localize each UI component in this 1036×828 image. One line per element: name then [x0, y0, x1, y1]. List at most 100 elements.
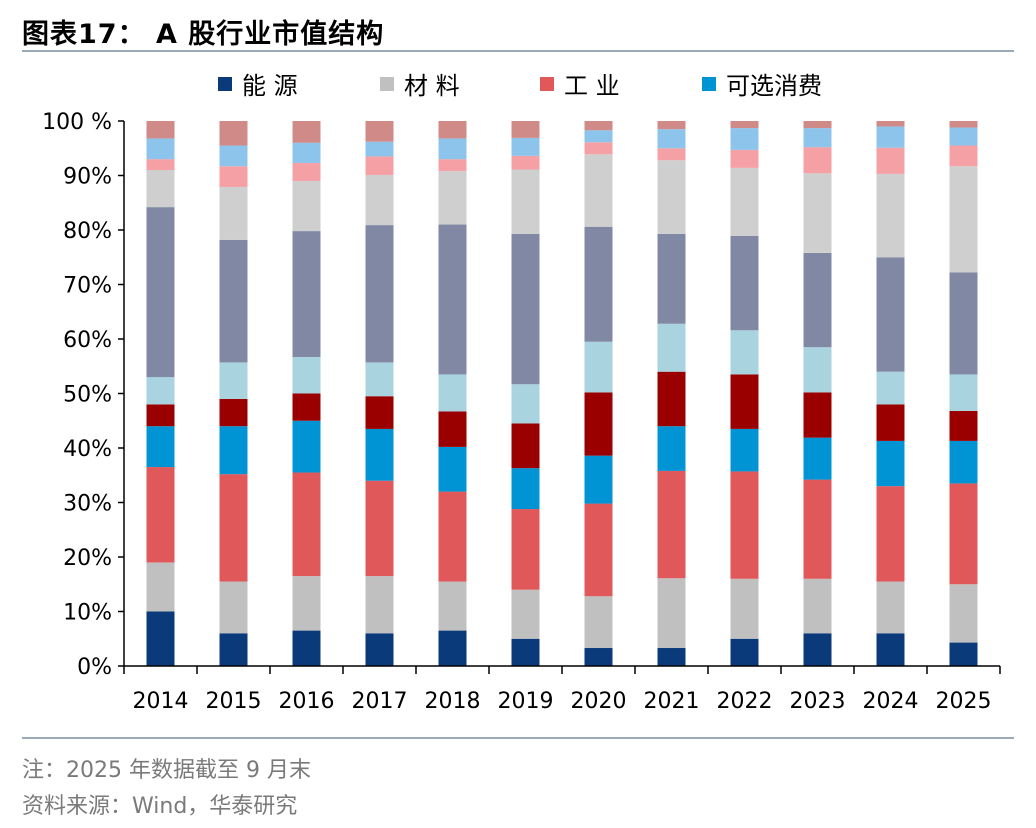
- bar-segment-2018-s6: [438, 224, 467, 375]
- bar-segment-2021-s7: [657, 160, 686, 234]
- bar-segment-2022-s10: [730, 121, 759, 129]
- bar-segment-2015-s6: [219, 239, 248, 363]
- bar-segment-2015-s7: [219, 186, 248, 240]
- bar-segment-2019-s9: [511, 137, 540, 156]
- bar-segment-2014-s5: [146, 377, 175, 405]
- bar-segment-2025-s10: [949, 121, 978, 128]
- bar-segment-2019-s0: [511, 638, 540, 666]
- bar-segment-2021-s3: [657, 426, 686, 471]
- bar-segment-2018-s5: [438, 374, 467, 412]
- bar-segment-2019-s5: [511, 384, 540, 424]
- bar-segment-2019-s3: [511, 468, 540, 510]
- y-tick-label: 0%: [77, 655, 112, 680]
- bar-segment-2024-s4: [876, 404, 905, 441]
- bar-segment-2022-s8: [730, 149, 759, 168]
- bar-segment-2014-s9: [146, 138, 175, 160]
- bar-segment-2022-s5: [730, 330, 759, 375]
- top-rule: [22, 50, 1014, 52]
- bar-segment-2019-s1: [511, 589, 540, 639]
- bar-segment-2020-s4: [584, 392, 613, 456]
- bar-segment-2023-s5: [803, 347, 832, 393]
- bar-segment-2024-s9: [876, 126, 905, 148]
- bar-segment-2021-s9: [657, 129, 686, 149]
- bar-segment-2018-s4: [438, 411, 467, 447]
- y-tick-label: 30%: [63, 492, 112, 517]
- bar-segment-2015-s8: [219, 166, 248, 187]
- bar-segment-2020-s1: [584, 596, 613, 649]
- bar-segment-2015-s2: [219, 474, 248, 582]
- legend-item-energy: 能 源: [218, 66, 298, 101]
- x-tick-label: 2025: [936, 689, 992, 714]
- bar-segment-2015-s9: [219, 145, 248, 167]
- bar-segment-2025-s8: [949, 145, 978, 167]
- bar-segment-2015-s5: [219, 362, 248, 399]
- bar-segment-2025-s4: [949, 410, 978, 441]
- legend-label-consumer-discretionary: 可选消费: [726, 72, 822, 100]
- bar-segment-2014-s8: [146, 159, 175, 171]
- x-tick-label: 2020: [571, 689, 627, 714]
- bar-segment-2016-s10: [292, 121, 321, 143]
- bar-segment-2019-s8: [511, 155, 540, 170]
- bar-segment-2022-s9: [730, 128, 759, 150]
- x-tick-label: 2015: [206, 689, 262, 714]
- bar-segment-2017-s0: [365, 633, 394, 666]
- bar-segment-2020-s6: [584, 226, 613, 342]
- legend-item-industrials: 工 业: [540, 66, 620, 101]
- y-tick-label: 90%: [63, 165, 112, 190]
- bar-segment-2018-s8: [438, 159, 467, 172]
- bar-segment-2018-s7: [438, 171, 467, 225]
- y-tick-label: 40%: [63, 437, 112, 462]
- footnote: 注：2025 年数据截至 9 月末: [22, 758, 311, 783]
- bar-segment-2024-s1: [876, 581, 905, 634]
- bars: [146, 121, 978, 666]
- bar-segment-2025-s5: [949, 374, 978, 411]
- bar-segment-2023-s9: [803, 128, 832, 148]
- bar-segment-2016-s0: [292, 630, 321, 666]
- bar-segment-2014-s4: [146, 404, 175, 427]
- bar-segment-2023-s0: [803, 633, 832, 666]
- bar-segment-2024-s2: [876, 486, 905, 582]
- bar-segment-2024-s7: [876, 173, 905, 258]
- legend-item-materials: 材 料: [380, 66, 460, 101]
- bar-segment-2022-s0: [730, 638, 759, 666]
- y-tick-label: 20%: [63, 546, 112, 571]
- bar-segment-2024-s5: [876, 371, 905, 405]
- bar-segment-2014-s7: [146, 170, 175, 208]
- bar-segment-2023-s3: [803, 437, 832, 480]
- bar-segment-2020-s9: [584, 130, 613, 143]
- legend-item-consumer-discretionary: 可选消费: [702, 66, 822, 101]
- bar-segment-2020-s3: [584, 455, 613, 504]
- bar-segment-2018-s2: [438, 491, 467, 582]
- bar-segment-2021-s6: [657, 233, 686, 324]
- bar-segment-2018-s0: [438, 630, 467, 666]
- bar-segment-2024-s3: [876, 440, 905, 487]
- x-tick-label: 2017: [352, 689, 408, 714]
- bar-segment-2021-s5: [657, 323, 686, 372]
- bar-segment-2020-s7: [584, 154, 613, 227]
- bar-segment-2017-s2: [365, 480, 394, 577]
- bar-segment-2016-s9: [292, 142, 321, 163]
- bar-segment-2018-s9: [438, 138, 467, 160]
- x-tick-label: 2018: [425, 689, 481, 714]
- bar-segment-2020-s10: [584, 121, 613, 131]
- y-tick-label: 80%: [63, 219, 112, 244]
- bar-segment-2014-s3: [146, 426, 175, 468]
- bar-segment-2016-s7: [292, 180, 321, 232]
- bar-segment-2025-s6: [949, 272, 978, 375]
- bottom-rule: [22, 737, 1014, 739]
- bar-segment-2017-s7: [365, 174, 394, 226]
- bar-segment-2015-s0: [219, 633, 248, 666]
- x-tick-label: 2019: [498, 689, 554, 714]
- bar-segment-2016-s1: [292, 576, 321, 631]
- legend-label-materials: 材 料: [404, 72, 460, 100]
- bar-segment-2015-s10: [219, 121, 248, 146]
- x-axis: 2014 2015 2016 2017 2018 2019 2020 2021 2022 2023…: [123, 665, 1001, 714]
- legend-label-energy: 能 源: [242, 72, 298, 100]
- bar-segment-2017-s1: [365, 576, 394, 634]
- bar-segment-2016-s8: [292, 162, 321, 181]
- bar-segment-2017-s9: [365, 141, 394, 157]
- x-tick-label: 2016: [279, 689, 335, 714]
- y-tick-label: 10%: [63, 601, 112, 626]
- bar-segment-2025-s3: [949, 440, 978, 484]
